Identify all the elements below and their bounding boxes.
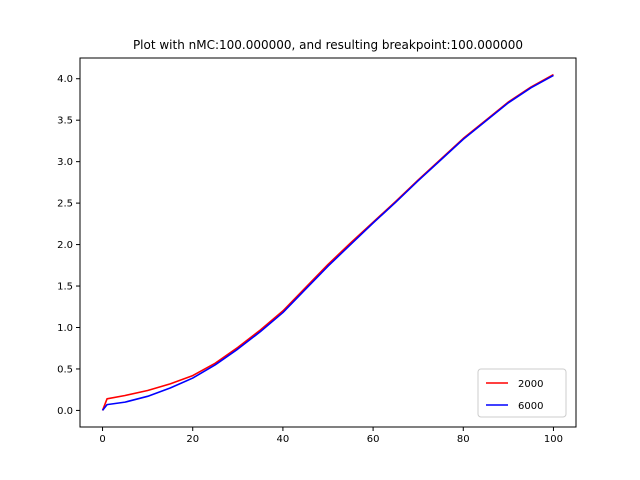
chart-title: Plot with nMC:100.000000, and resulting … (133, 38, 523, 52)
plot-frame (79, 57, 577, 428)
y-tick-label: 0.0 (57, 406, 73, 417)
y-tick-label: 0.5 (57, 364, 73, 375)
x-tick-label: 40 (277, 434, 290, 445)
y-tick-label: 4.0 (57, 74, 73, 85)
x-tick-label: 60 (367, 434, 380, 445)
series-line-6000 (101, 74, 554, 411)
y-tick-label: 3.0 (57, 157, 73, 168)
legend: 2000 6000 (477, 368, 567, 418)
y-tick-label: 1.5 (57, 282, 73, 293)
legend-label: 6000 (518, 401, 543, 412)
x-tick-label: 100 (544, 434, 563, 445)
x-tick-label: 0 (99, 434, 105, 445)
y-tick-label: 1.0 (57, 323, 73, 334)
y-tick-label: 2.5 (57, 199, 73, 210)
y-tick-label: 2.0 (57, 240, 73, 251)
plot-area (80, 58, 576, 427)
legend-label: 2000 (518, 379, 543, 390)
x-tick-label: 20 (186, 434, 199, 445)
x-tick-label: 80 (457, 434, 470, 445)
y-axis: 0.0 0.5 1.0 1.5 2.0 2.5 3.0 3.5 4.0 (57, 74, 80, 417)
series-layer (101, 73, 554, 411)
y-tick-label: 3.5 (57, 116, 73, 127)
x-axis: 0 20 40 60 80 100 (99, 427, 563, 445)
